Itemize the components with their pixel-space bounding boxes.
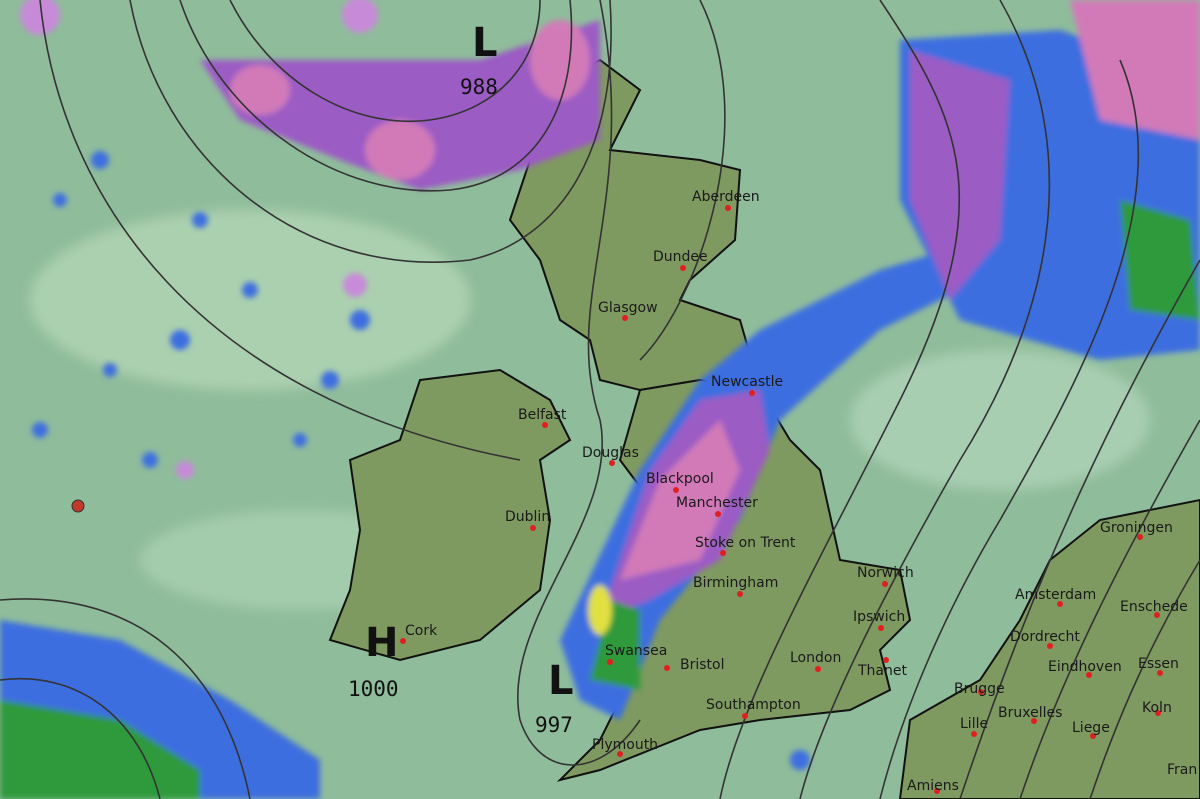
city-dot xyxy=(882,581,888,587)
city-dot xyxy=(607,659,613,665)
city-label: Belfast xyxy=(518,407,567,423)
city-label: Southampton xyxy=(706,697,801,713)
city-label: Essen xyxy=(1138,656,1179,672)
city-dot xyxy=(1031,718,1037,724)
low-pressure-letter: L xyxy=(472,20,498,66)
city-label: Aberdeen xyxy=(692,189,760,205)
city-dot xyxy=(530,525,536,531)
city-label: Cork xyxy=(405,623,438,639)
city-dot xyxy=(673,487,679,493)
ireland xyxy=(328,368,572,662)
city-dot xyxy=(680,265,686,271)
city-label: Thanet xyxy=(857,663,907,679)
city-dot xyxy=(664,665,670,671)
city-dot xyxy=(1090,733,1096,739)
city-label: Brugge xyxy=(954,681,1005,697)
city-label: Bruxelles xyxy=(998,705,1062,721)
city-label: Groningen xyxy=(1100,520,1173,536)
city-dot xyxy=(715,511,721,517)
city-label: Birmingham xyxy=(693,575,778,591)
city-label: Glasgow xyxy=(598,300,658,316)
city-label: Fran xyxy=(1167,762,1197,778)
city-dot xyxy=(1157,670,1163,676)
city-label: Dublin xyxy=(505,509,550,525)
city-dot xyxy=(878,625,884,631)
city-label: Amiens xyxy=(907,778,959,794)
city-label: Amsterdam xyxy=(1015,587,1096,603)
city-dot xyxy=(1155,710,1161,716)
city-label: Enschede xyxy=(1120,599,1188,615)
city-label: Bristol xyxy=(680,657,725,673)
city-dot xyxy=(400,638,406,644)
city-label: Swansea xyxy=(605,643,667,659)
city-label: Koln xyxy=(1142,700,1172,716)
city-label: Lille xyxy=(960,716,988,732)
city-dot xyxy=(622,315,628,321)
city-dot xyxy=(749,390,755,396)
city-dot xyxy=(971,731,977,737)
city-dot xyxy=(815,666,821,672)
city-dot xyxy=(742,713,748,719)
city-dot xyxy=(934,788,940,794)
city-dot xyxy=(609,460,615,466)
city-dot xyxy=(1154,612,1160,618)
city-dot xyxy=(1086,672,1092,678)
city-dot xyxy=(542,422,548,428)
city-label: Norwich xyxy=(857,565,914,581)
low-pressure-letter: L xyxy=(548,658,574,704)
city-labels: Aberdeen Dundee Glasgow Newcastle Belfast Dou… xyxy=(400,189,1197,794)
low-pressure-value: 997 xyxy=(535,713,573,737)
city-label: London xyxy=(790,650,841,666)
city-dot xyxy=(725,205,731,211)
city-label: Newcastle xyxy=(711,374,783,390)
city-label: Liege xyxy=(1072,720,1110,736)
city-label: Blackpool xyxy=(646,471,714,487)
city-dot xyxy=(617,751,623,757)
low-pressure-value: 988 xyxy=(460,75,498,99)
city-label: Eindhoven xyxy=(1048,659,1122,675)
city-label: Manchester xyxy=(676,495,758,511)
city-dot xyxy=(1047,643,1053,649)
city-dot xyxy=(978,689,984,695)
marker-dot xyxy=(71,499,85,513)
city-label: Stoke on Trent xyxy=(695,535,796,551)
city-dot xyxy=(1057,601,1063,607)
high-pressure-letter: H xyxy=(365,620,398,666)
city-label: Douglas xyxy=(582,445,639,461)
city-label: Dordrecht xyxy=(1010,629,1080,645)
city-dot xyxy=(737,591,743,597)
city-dot xyxy=(1137,534,1143,540)
city-label: Plymouth xyxy=(592,737,658,753)
city-label: Ipswich xyxy=(853,609,905,625)
high-pressure-value: 1000 xyxy=(348,677,399,701)
city-dot xyxy=(883,657,889,663)
city-dot xyxy=(720,550,726,556)
city-label: Dundee xyxy=(653,249,708,265)
